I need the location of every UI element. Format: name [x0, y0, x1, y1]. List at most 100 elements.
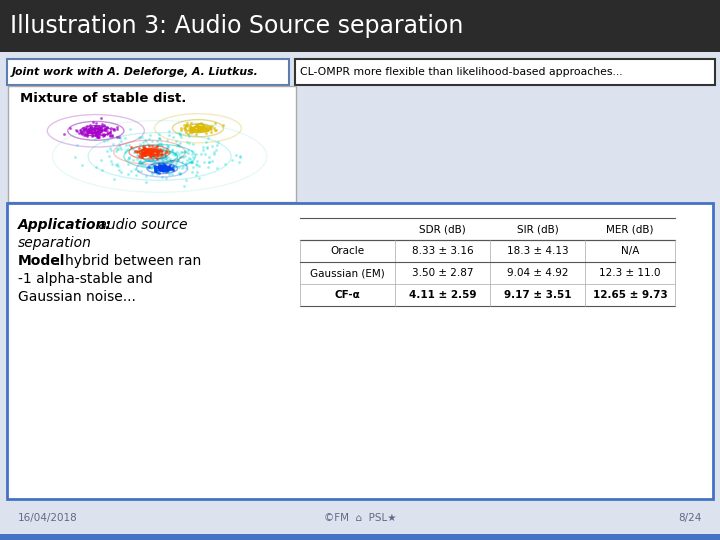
Point [152, 170, 163, 178]
Point [84, 124, 96, 132]
Point [146, 161, 158, 170]
Point [136, 148, 148, 157]
Point [208, 147, 220, 156]
Point [82, 128, 94, 137]
Point [156, 166, 167, 175]
Point [195, 126, 207, 135]
Point [102, 124, 113, 133]
Point [137, 148, 148, 157]
Point [150, 167, 161, 176]
Point [145, 149, 156, 158]
Point [122, 160, 134, 169]
Point [158, 162, 170, 171]
Point [137, 153, 148, 161]
Point [105, 157, 117, 165]
Text: 8/24: 8/24 [679, 513, 702, 523]
Point [86, 123, 97, 132]
Point [192, 123, 203, 131]
Point [99, 124, 111, 133]
Point [148, 162, 160, 171]
Point [144, 148, 156, 157]
Point [184, 123, 196, 131]
Point [186, 125, 197, 133]
Point [160, 165, 171, 173]
Point [161, 148, 173, 157]
Point [176, 148, 187, 157]
Point [174, 168, 185, 177]
Point [133, 157, 145, 166]
Point [94, 132, 105, 141]
Point [160, 165, 171, 173]
Point [91, 127, 102, 136]
Point [96, 122, 108, 130]
Point [192, 123, 204, 131]
Point [192, 125, 203, 133]
Point [153, 146, 165, 155]
Point [179, 120, 190, 129]
Point [169, 163, 181, 171]
Point [156, 159, 167, 167]
Point [102, 146, 113, 155]
Text: CL-OMPR more flexible than likelihood-based approaches...: CL-OMPR more flexible than likelihood-ba… [300, 67, 623, 77]
Point [219, 159, 230, 168]
Point [196, 125, 207, 134]
Text: SIR (dB): SIR (dB) [517, 224, 559, 234]
Point [151, 155, 163, 164]
Point [161, 157, 172, 166]
Point [163, 148, 174, 157]
Point [157, 164, 168, 172]
Point [183, 158, 194, 166]
Point [96, 119, 107, 128]
Point [234, 153, 246, 162]
Point [140, 148, 151, 157]
Point [230, 151, 242, 159]
Point [99, 125, 111, 134]
Point [150, 167, 162, 176]
Point [96, 129, 108, 138]
Point [143, 140, 154, 149]
Point [156, 157, 168, 166]
Point [94, 125, 105, 133]
Point [110, 160, 122, 169]
Point [186, 125, 198, 133]
Point [155, 148, 166, 157]
Point [174, 138, 186, 147]
Point [161, 164, 172, 172]
Point [86, 124, 97, 132]
Point [145, 147, 156, 156]
Point [164, 154, 176, 163]
Point [199, 122, 210, 130]
Point [198, 122, 210, 131]
Point [180, 176, 192, 184]
Point [199, 124, 211, 132]
Point [193, 126, 204, 135]
Point [172, 156, 184, 165]
Point [157, 166, 168, 174]
Point [145, 152, 157, 160]
Point [71, 126, 83, 135]
Point [146, 156, 158, 165]
Point [73, 129, 84, 137]
Point [202, 124, 213, 132]
Point [114, 134, 125, 143]
Point [153, 140, 164, 149]
Point [148, 147, 159, 156]
Point [71, 141, 83, 150]
Point [94, 123, 105, 132]
Point [127, 156, 138, 165]
Point [152, 146, 163, 155]
Point [197, 124, 208, 133]
Point [88, 125, 99, 134]
Point [153, 145, 164, 154]
Point [158, 163, 169, 171]
Point [195, 124, 207, 133]
Point [197, 120, 208, 129]
Point [164, 165, 176, 174]
Point [136, 144, 148, 153]
Point [87, 124, 99, 133]
Point [153, 163, 165, 171]
Point [174, 153, 186, 161]
Point [87, 118, 99, 126]
Point [164, 161, 176, 170]
Point [181, 119, 193, 127]
